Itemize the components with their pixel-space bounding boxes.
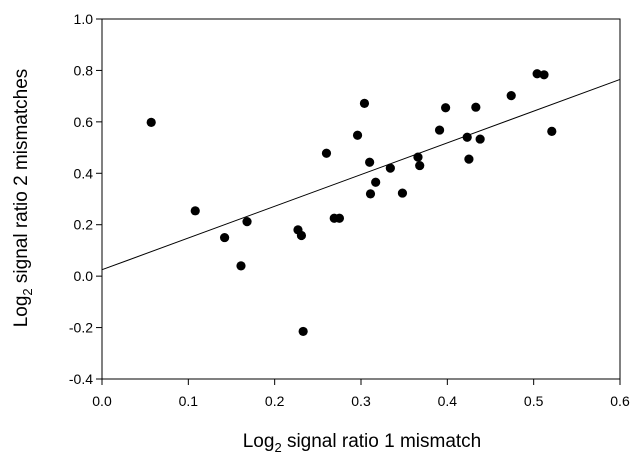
data-point [334, 213, 345, 223]
x-tick-label: 0.0 [92, 393, 112, 409]
x-tick-label: 0.1 [179, 393, 199, 409]
data-point [532, 69, 542, 79]
data-point [539, 70, 549, 80]
regression-line [101, 78, 621, 271]
data-point [415, 160, 425, 171]
y-tick-label: 0.4 [74, 165, 94, 181]
data-point [385, 163, 395, 173]
data-point [296, 230, 307, 241]
x-tick-label: 0.4 [438, 393, 458, 409]
x-tick-label: 0.2 [265, 393, 285, 409]
y-tick-label: -0.2 [69, 320, 93, 336]
x-axis-title-suffix: signal ratio 1 mismatch [282, 431, 482, 452]
data-point [298, 326, 308, 337]
data-point [397, 188, 408, 198]
data-point [413, 152, 423, 162]
data-point [547, 126, 557, 136]
y-tick-label: 0.8 [74, 62, 94, 78]
y-axis-title: Log2 signal ratio 2 mismatches [11, 69, 35, 328]
data-point [365, 157, 375, 167]
data-point [321, 148, 332, 158]
data-point [219, 232, 230, 243]
data-point [365, 189, 376, 199]
data-point [242, 217, 252, 227]
y-tick-label: -0.4 [69, 371, 93, 387]
data-point [506, 91, 516, 101]
data-point [146, 117, 156, 127]
data-point [236, 261, 246, 271]
data-point [352, 130, 363, 140]
x-axis-title: Log2 signal ratio 1 mismatch [243, 431, 482, 455]
x-tick-label: 0.6 [610, 393, 630, 409]
data-point [475, 134, 485, 144]
data-point [434, 125, 445, 135]
y-axis-title-suffix: signal ratio 2 mismatches [11, 69, 32, 289]
x-axis-title-subscript: 2 [274, 440, 281, 455]
data-point [464, 154, 474, 164]
y-tick-label: 0.0 [74, 268, 94, 284]
x-axis: 0.0 0.1 0.2 0.3 0.4 0.5 0.6 [92, 379, 630, 409]
y-tick-label: 1.0 [74, 11, 94, 27]
y-axis-title-subscript: 2 [20, 288, 35, 295]
data-point [359, 98, 370, 108]
data-point [441, 103, 451, 113]
x-tick-label: 0.3 [351, 393, 371, 409]
x-tick-label: 0.5 [524, 393, 544, 409]
y-axis-title-prefix: Log [11, 296, 32, 328]
y-axis: -0.4 -0.2 0.0 0.2 0.4 0.6 0.8 1.0 [69, 11, 102, 387]
data-point [190, 206, 200, 216]
data-point [462, 132, 472, 142]
regression-line-path [101, 78, 621, 271]
y-tick-label: 0.2 [74, 217, 94, 233]
x-axis-title-prefix: Log [243, 431, 275, 452]
data-point [371, 177, 381, 187]
data-point [471, 102, 481, 112]
data-points [146, 69, 557, 337]
y-tick-label: 0.6 [74, 114, 94, 130]
